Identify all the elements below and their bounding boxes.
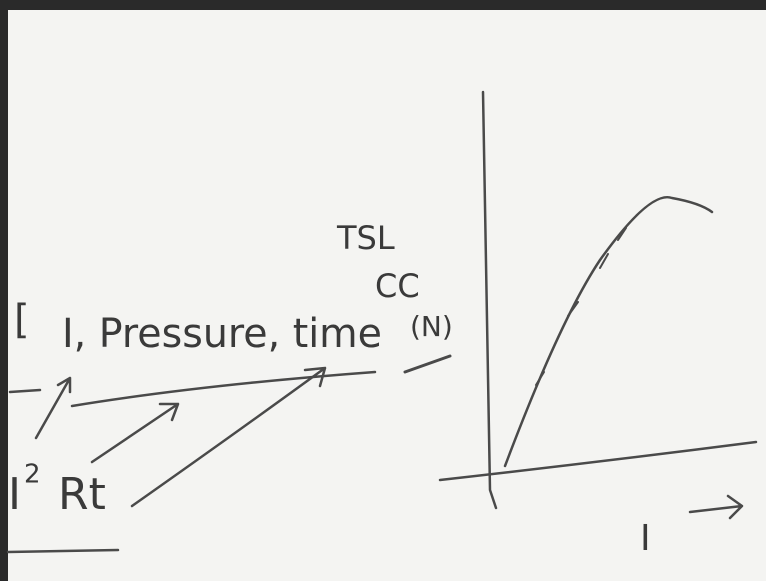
whiteboard: [ I, Pressure, time I 2 Rt TSL CC (N) I (0, 0, 766, 581)
heat-base: I (8, 469, 21, 520)
label-cc: CC (375, 267, 420, 305)
bracket: [ (14, 297, 30, 343)
label-n: (N) (410, 310, 453, 343)
label-tsl: TSL (336, 219, 395, 257)
heat-exponent: 2 (24, 460, 41, 490)
heat-rest: Rt (58, 469, 106, 520)
x-label: I (640, 518, 651, 559)
parameters-text: I, Pressure, time (62, 311, 382, 357)
